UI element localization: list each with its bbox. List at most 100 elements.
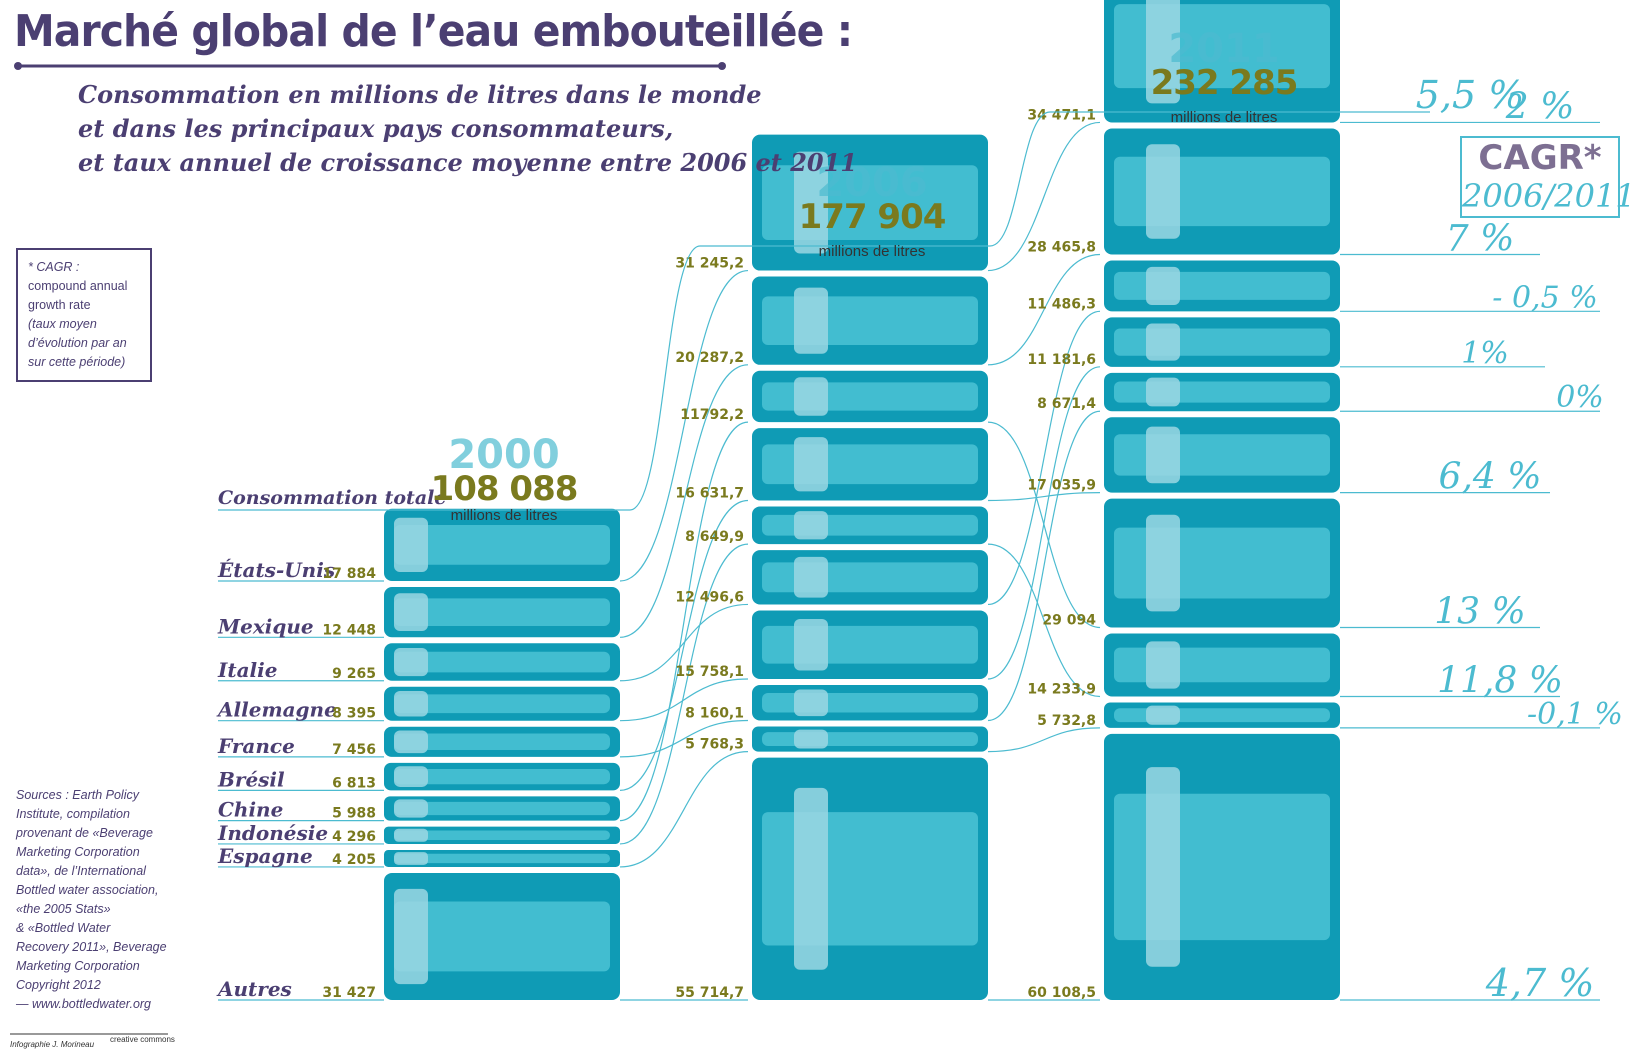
bar-highlight-2006-indonesie	[794, 511, 828, 540]
flow-2006-2011-etats-unis	[987, 121, 1101, 272]
value-label-2000-indonesie: 4 296	[332, 829, 376, 845]
year-label-2006: 2006	[816, 160, 927, 206]
flow-2000-2006-france	[619, 719, 749, 758]
bar-highlight-2006-mexique	[794, 287, 828, 354]
bar-inner-2000-chine	[394, 801, 610, 816]
flow-2006-2011-indonesie	[987, 543, 1101, 698]
unit-label-2006: millions de litres	[819, 243, 926, 260]
value-label-2006-mexique: 20 287,2	[675, 350, 744, 366]
flow-2006-2011-allemagne	[987, 366, 1101, 680]
value-label-2011-allemagne: 11 181,6	[1027, 352, 1096, 368]
page-title: Marché global de l’eau embouteillée :	[14, 6, 853, 57]
cagr-value-allemagne: 1%	[1461, 336, 1509, 371]
sources-text: Sources : Earth Policy Institute, compil…	[16, 786, 181, 1014]
cagr-value-autres: 4,7 %	[1485, 961, 1595, 1005]
sources-line: Bottled water association,	[16, 883, 159, 897]
note-line: growth rate	[28, 298, 91, 312]
bar-inner-2000-bresil	[394, 769, 610, 785]
flow-2000-2006-mexique	[619, 364, 749, 638]
note-line: compound annual	[28, 279, 128, 293]
bar-highlight-2006-allemagne	[794, 619, 828, 671]
value-label-2011-autres: 60 108,5	[1027, 985, 1096, 1001]
cagr-value-bresil: 6,4 %	[1439, 457, 1542, 498]
bar-inner-2000-allemagne	[394, 694, 610, 714]
category-label-france: France	[217, 734, 295, 758]
cagr-value-italie: - 0,5 %	[1492, 280, 1597, 315]
flow-2000-2006-chine	[619, 421, 749, 822]
value-label-2006-chine: 11792,2	[680, 407, 744, 423]
flow-2006-2011-bresil	[987, 492, 1101, 502]
title-underline-dot-right	[718, 62, 726, 70]
bar-highlight-2011-etats-unis	[1146, 0, 1180, 104]
bar-highlight-2000-espagne	[394, 852, 428, 865]
bar-highlight-2006-espagne	[794, 729, 828, 749]
bar-highlight-2011-bresil	[1146, 426, 1180, 484]
bar-highlight-2000-chine	[394, 799, 428, 818]
bar-highlight-2000-france	[394, 730, 428, 754]
sources-line: Copyright 2012	[16, 978, 101, 992]
flow-2000-2006-etats-unis	[619, 269, 749, 582]
category-label-chine: Chine	[218, 798, 283, 822]
sources-line: Institute, compilation	[16, 807, 130, 821]
value-label-2011-indonesie: 14 233,9	[1027, 681, 1096, 697]
bar-highlight-2006-etats-unis	[794, 151, 828, 254]
sources-line: data», de l’International	[16, 864, 146, 878]
bar-highlight-2000-allemagne	[394, 691, 428, 717]
value-label-2006-espagne: 5 768,3	[685, 737, 744, 753]
note-line: d’évolution par an	[28, 336, 127, 350]
bar-highlight-2011-italie	[1146, 266, 1180, 305]
year-label-2000: 2000	[448, 432, 559, 478]
value-label-2006-bresil: 16 631,7	[675, 485, 744, 501]
cagr-total: 5,5 %	[1416, 73, 1525, 117]
value-label-2006-autres: 55 714,7	[675, 985, 744, 1001]
category-label-mexique: Mexique	[217, 614, 314, 638]
value-label-2006-etats-unis: 31 245,2	[675, 256, 744, 272]
bar-highlight-2000-bresil	[394, 766, 428, 787]
flow-2000-2006-espagne	[619, 751, 749, 868]
sources-line: Marketing Corporation	[16, 959, 140, 973]
note-line: sur cette période)	[28, 355, 126, 369]
bar-inner-2000-indonesie	[394, 830, 610, 841]
category-label-etats-unis: États-Unis	[217, 558, 335, 582]
cagr-value-etats-unis: 2 %	[1505, 86, 1575, 127]
category-label-espagne: Espagne	[217, 844, 313, 868]
bar-inner-2000-autres	[394, 901, 610, 972]
flow-2006-2011-france	[987, 410, 1101, 722]
value-label-2011-chine: 29 094	[1042, 612, 1096, 628]
sources-line: & «Bottled Water	[16, 921, 111, 935]
page-subtitle: Consommation en millions de litres dans …	[78, 78, 858, 180]
bar-highlight-2000-italie	[394, 647, 428, 677]
bar-highlight-2000-autres	[394, 888, 428, 985]
bar-inner-2000-espagne	[394, 853, 610, 864]
sources-line: Marketing Corporation	[16, 845, 140, 859]
bar-highlight-2011-france	[1146, 377, 1180, 407]
cagr-value-mexique: 7 %	[1446, 218, 1515, 259]
year-label-2011: 2011	[1168, 26, 1279, 72]
value-label-2006-italie: 12 496,6	[675, 589, 744, 605]
bar-highlight-2006-bresil	[794, 437, 828, 492]
category-label-autres: Autres	[216, 977, 292, 1001]
subtitle-line-1: Consommation en millions de litres dans …	[78, 80, 762, 109]
flow-2000-2006-italie	[619, 603, 749, 682]
cagr-box-label: CAGR*	[1478, 138, 1602, 178]
category-label-italie: Italie	[217, 658, 277, 682]
value-label-2000-italie: 9 265	[332, 666, 376, 682]
bar-highlight-2011-espagne	[1146, 705, 1180, 725]
flow-2006-2011-espagne	[987, 727, 1101, 753]
bar-highlight-2006-france	[794, 689, 828, 717]
cagr-value-indonesie: 11,8 %	[1437, 660, 1563, 701]
bar-highlight-2000-mexique	[394, 593, 428, 632]
credit-text: Infographie J. Morineau	[10, 1040, 95, 1049]
flow-2006-2011-mexique	[987, 253, 1101, 366]
bar-inner-2000-france	[394, 733, 610, 751]
bar-highlight-2006-chine	[794, 377, 828, 416]
total-value-2000: 108 088	[431, 469, 578, 509]
cagr-box: CAGR* 2006/2011	[1460, 136, 1636, 218]
value-label-2000-bresil: 6 813	[332, 775, 376, 791]
sources-line: Sources : Earth Policy	[16, 788, 139, 802]
category-label-indonesie: Indonésie	[217, 821, 328, 845]
bar-inner-2000-etats-unis	[394, 524, 610, 565]
flow-2000-2006-allemagne	[619, 678, 749, 722]
subtitle-line-3: et taux annuel de croissance moyenne ent…	[78, 148, 858, 177]
